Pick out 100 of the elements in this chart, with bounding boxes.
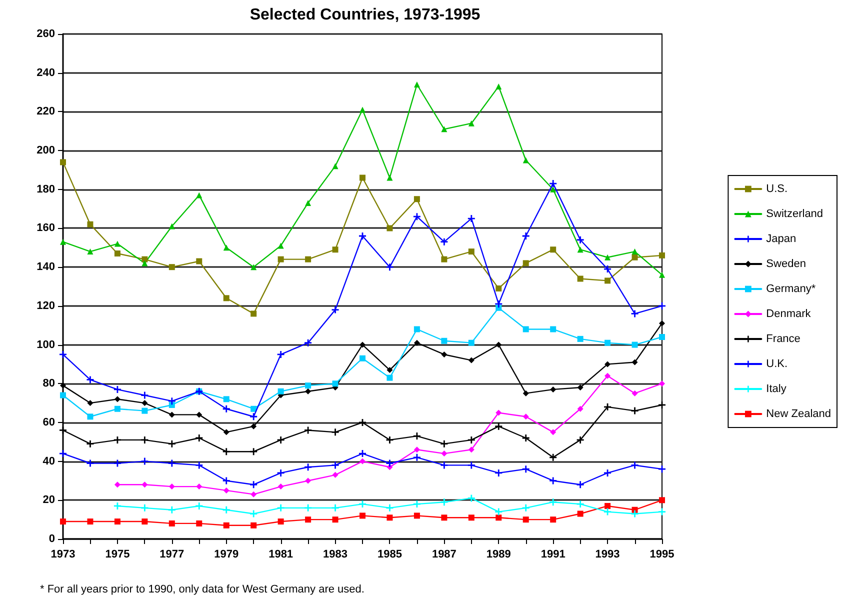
point xyxy=(60,159,66,166)
point xyxy=(550,516,556,523)
y-tick-label: 0 xyxy=(48,533,55,545)
point xyxy=(441,256,448,262)
point xyxy=(305,516,312,523)
point xyxy=(114,482,120,488)
y-tick-label: 220 xyxy=(36,106,55,118)
point xyxy=(305,200,312,206)
point xyxy=(142,482,148,488)
point xyxy=(495,508,502,516)
point xyxy=(550,180,557,188)
point xyxy=(250,448,258,456)
point xyxy=(278,256,284,262)
point xyxy=(604,278,611,284)
point xyxy=(196,258,202,264)
point xyxy=(414,196,420,202)
point xyxy=(522,504,530,512)
point xyxy=(468,446,474,453)
point xyxy=(468,248,474,255)
point xyxy=(659,320,665,326)
legend-label: Japan xyxy=(766,233,796,245)
point xyxy=(332,472,338,478)
point xyxy=(332,462,339,469)
point xyxy=(222,448,230,456)
point xyxy=(468,514,474,521)
point xyxy=(141,504,148,512)
point xyxy=(468,357,474,364)
point xyxy=(414,512,420,519)
y-tick-label: 120 xyxy=(36,300,55,312)
point xyxy=(142,408,148,414)
x-tick-label: 1975 xyxy=(105,548,130,560)
point xyxy=(441,351,448,358)
point xyxy=(142,400,148,406)
point xyxy=(86,376,94,384)
point xyxy=(168,440,176,448)
point xyxy=(441,514,448,521)
legend-label: U.S. xyxy=(766,183,788,195)
point xyxy=(223,244,230,251)
point xyxy=(632,248,638,255)
point xyxy=(86,460,94,467)
x-tick-label: 1989 xyxy=(486,548,511,560)
point xyxy=(168,412,175,418)
chart-title: Selected Countries, 1973-1995 xyxy=(250,6,480,24)
point xyxy=(114,396,120,402)
point xyxy=(141,458,148,465)
point xyxy=(440,498,448,506)
point xyxy=(114,250,120,256)
point xyxy=(468,494,475,502)
point xyxy=(305,382,312,389)
point xyxy=(87,400,94,406)
point xyxy=(386,225,393,232)
point xyxy=(550,498,557,506)
point xyxy=(305,388,312,394)
legend-label: Denmark xyxy=(766,308,812,320)
point xyxy=(168,264,175,270)
point xyxy=(441,338,448,344)
point xyxy=(250,510,258,518)
point xyxy=(576,236,584,244)
point xyxy=(468,462,475,469)
point xyxy=(332,163,338,170)
point xyxy=(332,246,338,253)
point xyxy=(550,454,557,461)
y-tick-label: 140 xyxy=(36,261,55,274)
point xyxy=(196,412,202,418)
point xyxy=(196,520,202,526)
point xyxy=(440,462,448,469)
point xyxy=(168,223,175,230)
point xyxy=(332,504,339,512)
point xyxy=(522,466,530,473)
point xyxy=(87,248,94,255)
point xyxy=(250,264,257,270)
point xyxy=(604,372,611,379)
point xyxy=(550,326,556,332)
point xyxy=(576,436,584,444)
point xyxy=(576,481,584,488)
point xyxy=(577,384,584,390)
point xyxy=(522,260,529,266)
point xyxy=(468,340,474,346)
point xyxy=(631,310,638,318)
y-tick-label: 260 xyxy=(36,28,55,40)
point xyxy=(550,429,556,436)
point xyxy=(305,478,312,484)
point xyxy=(250,406,257,412)
point xyxy=(168,484,175,490)
point xyxy=(87,221,94,228)
x-tick-label: 1987 xyxy=(432,548,456,560)
point xyxy=(196,462,203,469)
point xyxy=(577,406,584,412)
point xyxy=(114,240,120,247)
point xyxy=(632,359,638,366)
y-tick-label: 60 xyxy=(42,416,55,428)
point xyxy=(495,422,502,430)
point xyxy=(631,462,638,469)
point xyxy=(60,518,66,525)
point xyxy=(631,407,638,414)
point xyxy=(87,414,94,420)
point xyxy=(277,504,284,512)
point xyxy=(522,414,529,420)
point xyxy=(250,491,257,498)
point xyxy=(114,518,120,525)
